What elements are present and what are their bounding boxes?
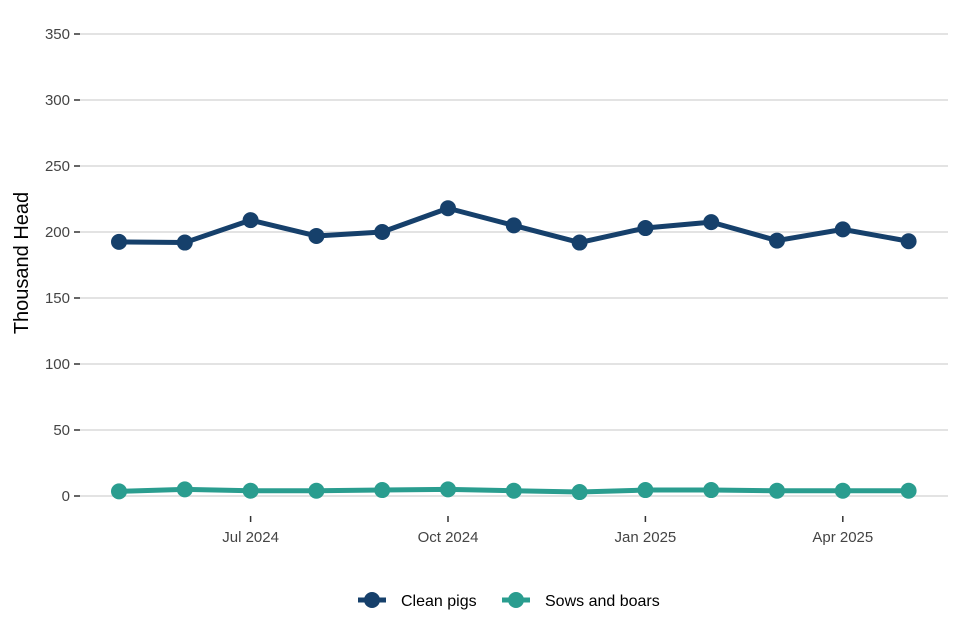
y-tick-label: 250	[45, 158, 70, 175]
data-point	[242, 212, 259, 229]
data-point	[571, 234, 588, 251]
x-tick-label: Apr 2025	[812, 529, 873, 546]
legend-label: Sows and boars	[545, 593, 660, 610]
data-point	[176, 481, 193, 498]
legend-item: Sows and boars	[502, 592, 660, 610]
x-axis: Jul 2024 Oct 2024 Jan 2025 Apr 2025	[222, 516, 873, 546]
data-point	[571, 484, 588, 501]
legend-item: Clean pigs	[358, 592, 477, 610]
y-tick-label: 0	[62, 488, 70, 505]
series-sows-and-boars	[111, 481, 917, 501]
legend: Clean pigs Sows and boars	[358, 592, 660, 610]
x-tick-label: Jul 2024	[222, 529, 279, 546]
series-clean-pigs	[111, 200, 917, 251]
data-point	[769, 482, 785, 499]
y-tick-label: 100	[45, 356, 70, 373]
data-point	[505, 482, 522, 499]
data-point	[900, 482, 917, 499]
series-layer	[111, 200, 917, 501]
y-tick-label: 150	[45, 290, 70, 307]
data-point	[176, 234, 193, 251]
y-tick-label: 350	[45, 26, 70, 43]
legend-swatch-marker	[364, 592, 380, 608]
y-tick-label: 300	[45, 92, 70, 109]
data-point	[242, 482, 259, 499]
y-tick-label: 50	[53, 422, 70, 439]
x-tick-label: Oct 2024	[418, 529, 479, 546]
legend-swatch-marker	[508, 592, 524, 608]
x-tick-label: Jan 2025	[615, 529, 677, 546]
data-point	[834, 482, 851, 499]
legend-label: Clean pigs	[401, 593, 477, 610]
y-axis: 0 50 100 150 200 250 300 350	[45, 26, 80, 505]
data-point	[374, 482, 391, 499]
data-point	[308, 482, 325, 499]
data-point	[505, 217, 522, 234]
data-point	[703, 482, 720, 499]
data-point	[900, 233, 917, 250]
data-point	[440, 200, 456, 217]
y-tick-label: 200	[45, 224, 70, 241]
data-point	[637, 220, 654, 237]
data-point	[374, 224, 391, 240]
data-point	[637, 482, 654, 499]
data-point	[769, 232, 785, 249]
data-point	[111, 483, 127, 500]
data-point	[111, 233, 127, 250]
data-point	[834, 221, 851, 238]
y-axis-title: Thousand Head	[11, 192, 33, 334]
data-point	[440, 481, 456, 498]
gridlines	[80, 33, 948, 497]
data-point	[308, 227, 325, 244]
data-point	[703, 214, 720, 231]
